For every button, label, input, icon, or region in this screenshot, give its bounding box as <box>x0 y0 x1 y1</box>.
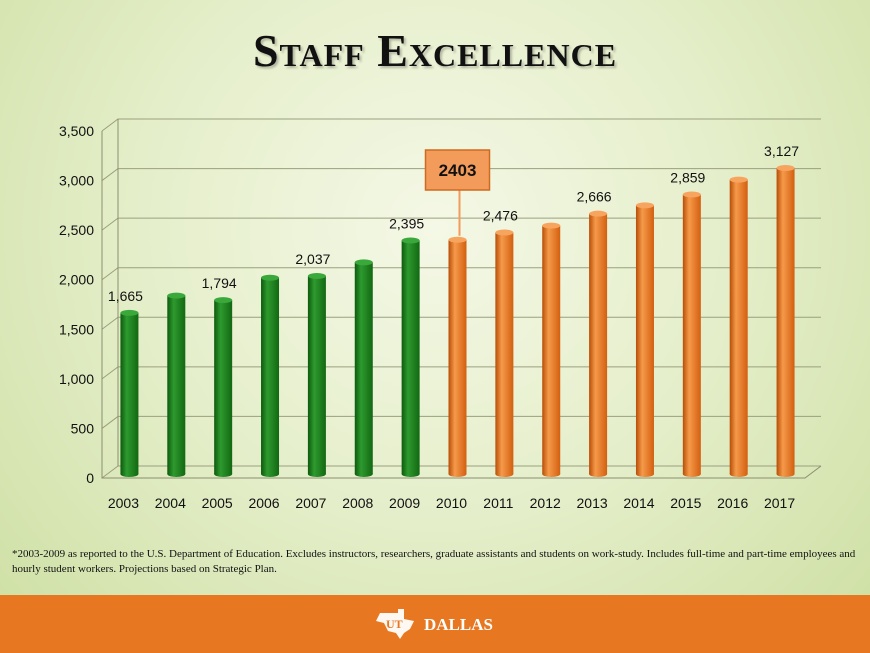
x-tick-label: 2004 <box>155 495 186 511</box>
x-tick-label: 2010 <box>436 495 467 511</box>
bar-base <box>589 471 608 477</box>
bar <box>307 276 326 474</box>
data-label: 2,666 <box>577 189 612 205</box>
callout-box <box>424 149 491 191</box>
y-tick-label: 3,500 <box>59 123 94 139</box>
bar-top <box>167 292 186 299</box>
x-tick-label: 2013 <box>577 495 608 511</box>
bar-base <box>495 471 514 477</box>
bar <box>448 239 467 474</box>
bar <box>261 277 280 474</box>
bar <box>401 240 420 474</box>
x-tick-label: 2003 <box>108 495 139 511</box>
gridline <box>101 217 821 231</box>
bar-base <box>120 471 139 477</box>
x-tick-label: 2016 <box>717 495 748 511</box>
x-tick-label: 2007 <box>295 495 326 511</box>
bar <box>682 194 701 474</box>
bar <box>214 300 233 474</box>
x-tick-label: 2008 <box>342 495 373 511</box>
y-tick-label: 2,000 <box>59 272 94 288</box>
bar-base <box>776 471 795 477</box>
x-tick-label: 2009 <box>389 495 420 511</box>
callout-label: 2403 <box>439 161 477 180</box>
y-tick-label: 0 <box>86 470 94 486</box>
bar-base <box>448 471 467 477</box>
bar <box>495 232 514 474</box>
logo-mark: UT <box>386 617 403 631</box>
y-tick-label: 2,500 <box>59 222 94 238</box>
data-label: 1,794 <box>202 275 237 291</box>
x-tick-label: 2014 <box>623 495 654 511</box>
bar-top <box>635 202 654 209</box>
data-label: 2,395 <box>389 216 424 232</box>
bar-top <box>542 222 561 229</box>
bar-top <box>307 273 326 280</box>
bar-top <box>214 297 233 304</box>
bar-base <box>261 471 280 477</box>
bar-base <box>401 471 420 477</box>
bar-base <box>307 471 326 477</box>
bar-top <box>589 210 608 217</box>
bar-top <box>729 176 748 183</box>
bar-base <box>354 471 373 477</box>
data-label: 2,037 <box>295 251 330 267</box>
axis-line <box>101 131 822 479</box>
bar <box>354 262 373 474</box>
bar <box>635 205 654 474</box>
bar <box>589 213 608 474</box>
x-tick-label: 2017 <box>764 495 795 511</box>
bar <box>729 179 748 474</box>
data-label: 2,859 <box>670 170 705 186</box>
x-tick-label: 2005 <box>202 495 233 511</box>
x-tick-label: 2015 <box>670 495 701 511</box>
footnote: *2003-2009 as reported to the U.S. Depar… <box>12 548 856 575</box>
x-tick-label: 2012 <box>530 495 561 511</box>
x-tick-label: 2006 <box>248 495 279 511</box>
bar-base <box>635 471 654 477</box>
bar-top <box>261 274 280 281</box>
bar-base <box>729 471 748 477</box>
y-tick-label: 1,500 <box>59 321 94 337</box>
bar-top <box>448 236 467 243</box>
bar-top <box>776 164 795 171</box>
data-label: 1,665 <box>108 288 143 304</box>
bar <box>167 295 186 474</box>
page-title: Staff Excellence <box>252 25 618 76</box>
data-label: 2,476 <box>483 208 518 224</box>
y-tick-label: 3,000 <box>59 173 94 189</box>
bar-base <box>542 471 561 477</box>
bar <box>120 312 139 474</box>
data-label: 3,127 <box>764 143 799 159</box>
bar <box>542 225 561 474</box>
footer-bar: UT DALLAS <box>0 595 870 653</box>
bar-top <box>495 229 514 236</box>
bar-base <box>167 471 186 477</box>
y-tick-label: 1,000 <box>59 371 94 387</box>
bar-top <box>401 237 420 244</box>
bar-top <box>120 309 139 316</box>
bar-top <box>354 259 373 266</box>
bar-chart: 0 500 1,000 1,500 2,000 2,500 3,000 3,500 2003 1,… <box>59 118 822 511</box>
x-tick-label: 2011 <box>483 495 513 511</box>
bar-base <box>682 471 701 477</box>
bar-top <box>682 191 701 198</box>
gridline <box>101 118 821 132</box>
utd-logo-icon: UT <box>376 609 414 639</box>
logo-text: DALLAS <box>424 615 493 634</box>
bar <box>776 167 795 474</box>
y-tick-label: 500 <box>71 420 95 436</box>
bar-base <box>214 471 233 477</box>
